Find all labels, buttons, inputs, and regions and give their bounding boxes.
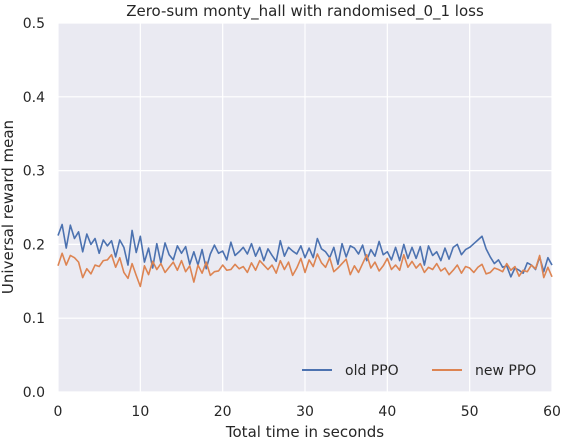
legend-label-new-ppo: new PPO bbox=[475, 363, 536, 379]
x-tick-label: 30 bbox=[296, 404, 314, 420]
y-tick-label: 0.4 bbox=[23, 90, 45, 106]
y-tick-label: 0.1 bbox=[23, 311, 45, 327]
x-axis-label: Total time in seconds bbox=[225, 423, 384, 441]
y-tick-label: 0.2 bbox=[23, 237, 45, 253]
y-tick-labels: 0.0 0.1 0.2 0.3 0.4 0.5 bbox=[23, 16, 45, 401]
x-tick-labels: 0 10 20 30 40 50 60 bbox=[54, 404, 561, 420]
y-tick-label: 0.3 bbox=[23, 164, 45, 180]
gridlines bbox=[57, 22, 553, 393]
x-tick-label: 10 bbox=[131, 404, 149, 420]
y-tick-label: 0.5 bbox=[23, 16, 45, 32]
x-tick-label: 20 bbox=[214, 404, 232, 420]
x-tick-label: 40 bbox=[378, 404, 396, 420]
chart-title: Zero-sum monty_hall with randomised_0_1 … bbox=[126, 2, 484, 21]
y-tick-label: 0.0 bbox=[23, 385, 45, 401]
x-tick-label: 60 bbox=[543, 404, 561, 420]
legend: old PPO new PPO bbox=[302, 363, 536, 379]
x-tick-label: 50 bbox=[461, 404, 479, 420]
series-line-new-ppo bbox=[57, 252, 553, 288]
x-tick-label: 0 bbox=[54, 404, 63, 420]
series-layer bbox=[57, 223, 553, 288]
legend-label-old-ppo: old PPO bbox=[345, 363, 399, 379]
y-axis-label: Universal reward mean bbox=[0, 120, 17, 294]
series-line-old-ppo bbox=[57, 223, 553, 278]
